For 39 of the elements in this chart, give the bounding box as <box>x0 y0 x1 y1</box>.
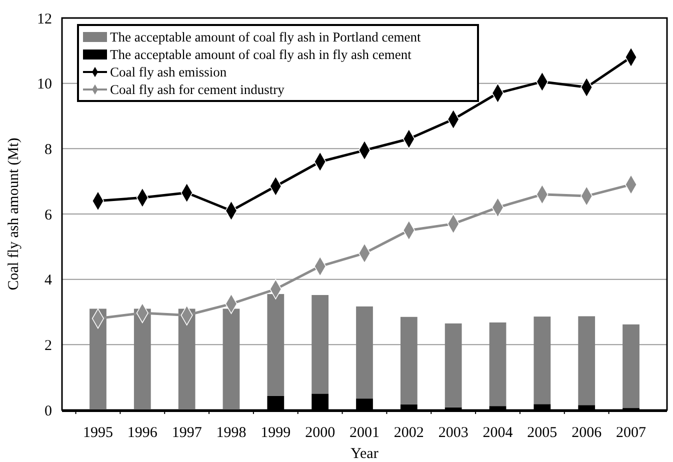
y-tick-label: 4 <box>44 272 52 289</box>
x-tick-label: 2001 <box>350 425 380 441</box>
x-tick-label: 1998 <box>216 425 246 441</box>
x-tick-label: 1999 <box>260 425 291 441</box>
bar <box>267 294 284 396</box>
legend-label: The acceptable amount of coal fly ash in fly ash cement <box>110 47 412 62</box>
y-tick-label: 12 <box>37 11 52 28</box>
bar <box>489 322 506 406</box>
bar <box>178 308 196 410</box>
x-tick-label: 2007 <box>616 425 647 441</box>
x-tick-label: 2000 <box>305 425 336 441</box>
y-tick-label: 10 <box>37 76 52 93</box>
bar <box>134 308 151 410</box>
legend-label: The acceptable amount of coal fly ash in Portland cement <box>110 30 422 45</box>
y-tick-label: 0 <box>44 403 52 420</box>
bar <box>622 324 640 408</box>
x-tick-label: 2005 <box>527 425 558 441</box>
legend-label: Coal fly ash for cement industry <box>110 82 285 98</box>
x-axis-title: Year <box>350 446 378 462</box>
x-tick-label: 1995 <box>82 425 113 441</box>
bar <box>534 316 551 404</box>
legend-label: Coal fly ash emission <box>110 64 227 80</box>
bar <box>312 295 329 394</box>
x-tick-label: 2003 <box>438 425 468 441</box>
x-tick-label: 1996 <box>127 425 158 441</box>
bar <box>90 308 106 410</box>
y-tick-label: 8 <box>44 142 52 158</box>
bar <box>222 308 240 410</box>
x-tick-label: 1997 <box>172 425 202 441</box>
x-tick-label: 2004 <box>482 425 514 441</box>
y-tick-label: 6 <box>44 207 52 224</box>
bar <box>356 306 373 399</box>
x-tick-label: 2002 <box>394 425 424 441</box>
bar <box>400 316 418 404</box>
y-axis-title: Coal fly ash amount (Mt) <box>6 138 22 290</box>
x-tick-label: 2006 <box>572 425 602 441</box>
bar <box>578 316 596 406</box>
y-tick-label: 2 <box>44 338 52 354</box>
bar <box>444 323 462 408</box>
